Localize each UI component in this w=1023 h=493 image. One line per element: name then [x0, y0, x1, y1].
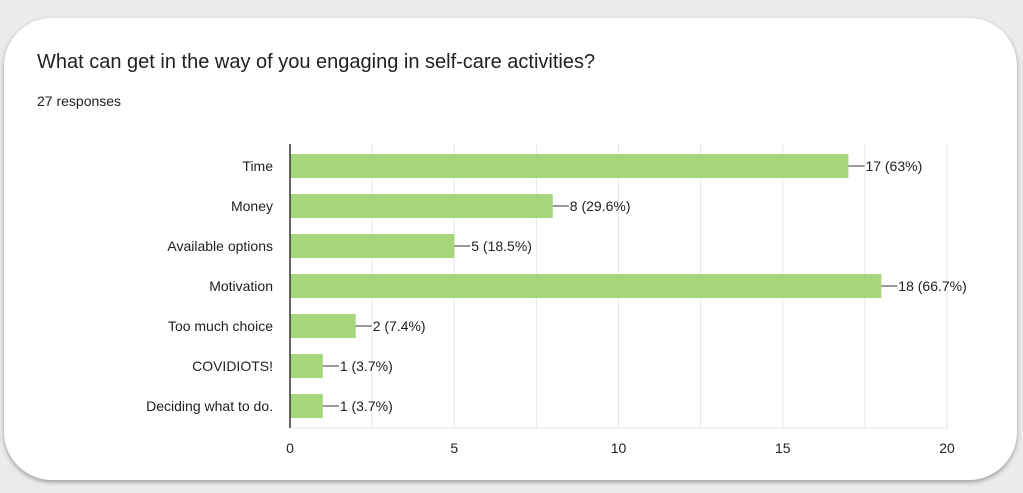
bar [290, 354, 323, 378]
chart-card: What can get in the way of you engaging … [4, 18, 1017, 480]
bar [290, 274, 882, 298]
response-count: 27 responses [37, 93, 122, 109]
data-label: 2 (7.4%) [373, 318, 426, 334]
x-tick-label: 5 [450, 440, 458, 456]
chart-title: What can get in the way of you engaging … [37, 51, 596, 73]
bar [290, 234, 455, 258]
bar-chart: 0 5 10 15 20 Time 17 (63%) Money 8 (29.6%) Availa… [146, 144, 967, 456]
x-tick-label: 0 [286, 440, 294, 456]
data-label: 8 (29.6%) [570, 198, 631, 214]
category-label: COVIDIOTS! [192, 358, 273, 374]
bar [290, 314, 356, 338]
category-label: Money [231, 198, 273, 214]
bar [290, 154, 849, 178]
category-label: Deciding what to do. [146, 398, 273, 414]
x-tick-label: 15 [775, 440, 791, 456]
bar [290, 194, 553, 218]
x-tick-label: 20 [939, 440, 955, 456]
category-label: Time [242, 158, 273, 174]
data-label: 1 (3.7%) [340, 398, 393, 414]
data-label: 5 (18.5%) [471, 238, 532, 254]
bar [290, 394, 323, 418]
data-label: 1 (3.7%) [340, 358, 393, 374]
data-label: 18 (66.7%) [898, 278, 966, 294]
category-label: Too much choice [168, 318, 273, 334]
data-label: 17 (63%) [865, 158, 922, 174]
category-label: Available options [167, 238, 273, 254]
x-tick-label: 10 [611, 440, 627, 456]
category-label: Motivation [209, 278, 273, 294]
